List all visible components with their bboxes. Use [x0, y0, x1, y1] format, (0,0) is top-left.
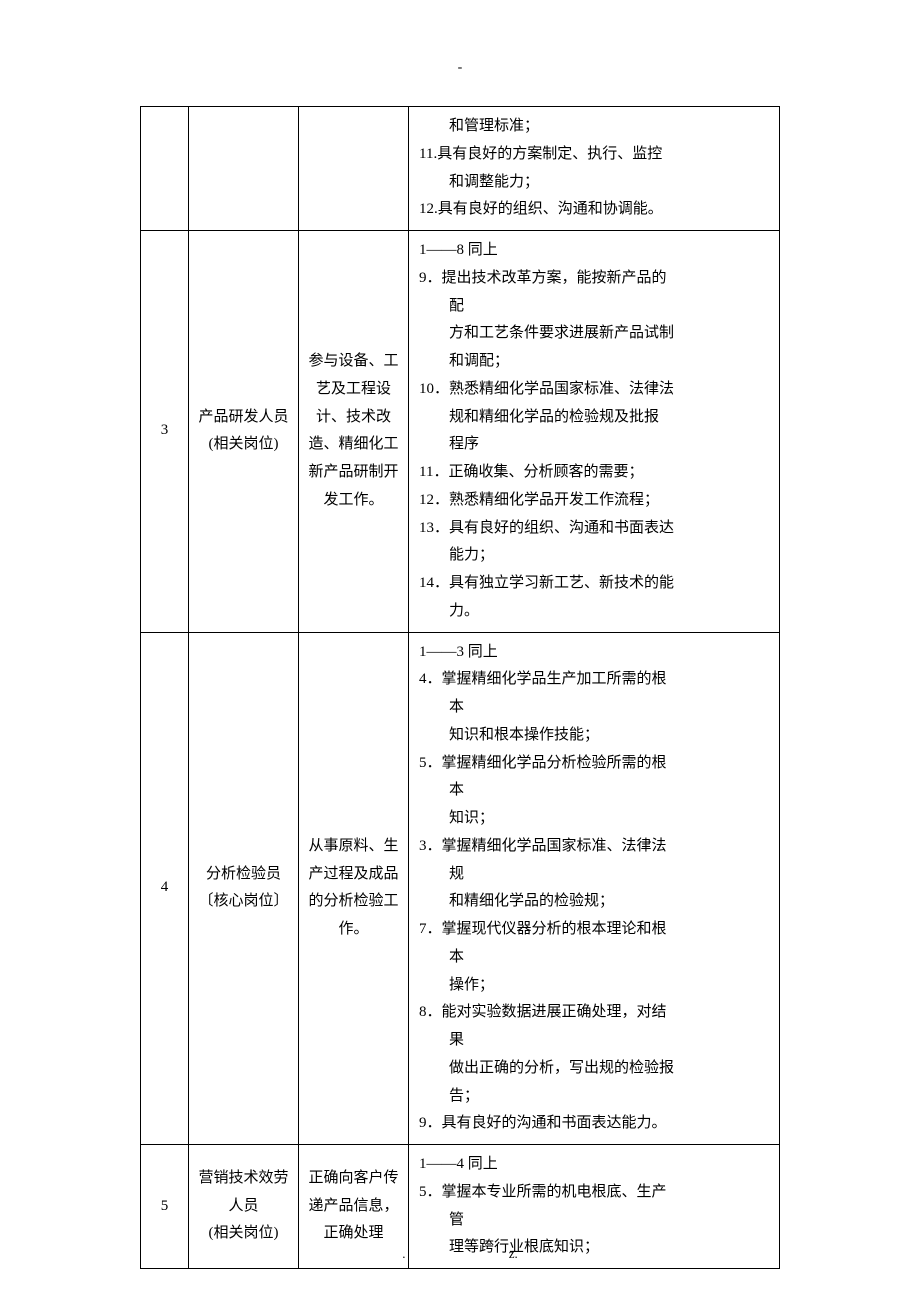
role-cell	[189, 107, 299, 231]
requirements-cell: 1——8 同上9．提出技术改革方案，能按新产品的 配 方和工艺条件要求进展新产品…	[409, 231, 780, 633]
task-cell	[299, 107, 409, 231]
table-row: 3产品研发人员(相关岗位)参与设备、工艺及工程设计、技术改造、精细化工新产品研制…	[141, 231, 780, 633]
role-cell: 产品研发人员(相关岗位)	[189, 231, 299, 633]
header-dash: -	[140, 60, 780, 76]
role-cell: 分析检验员〔核心岗位〕	[189, 632, 299, 1145]
row-number: 4	[141, 632, 189, 1145]
table-row: 4分析检验员〔核心岗位〕从事原料、生产过程及成品的分析检验工作。1——3 同上4…	[141, 632, 780, 1145]
requirements-cell: 1——3 同上4．掌握精细化学品生产加工所需的根 本 知识和根本操作技能；5．掌…	[409, 632, 780, 1145]
task-cell: 参与设备、工艺及工程设计、技术改造、精细化工新产品研制开发工作。	[299, 231, 409, 633]
task-cell: 从事原料、生产过程及成品的分析检验工作。	[299, 632, 409, 1145]
table-row: 和管理标准；11.具有良好的方案制定、执行、监控 和调整能力；12.具有良好的组…	[141, 107, 780, 231]
footer-right: z.	[509, 1246, 518, 1261]
row-number	[141, 107, 189, 231]
row-number: 3	[141, 231, 189, 633]
footer-left: .	[402, 1246, 405, 1261]
job-table: 和管理标准；11.具有良好的方案制定、执行、监控 和调整能力；12.具有良好的组…	[140, 106, 780, 1269]
page-footer: . z.	[0, 1246, 920, 1262]
requirements-cell: 和管理标准；11.具有良好的方案制定、执行、监控 和调整能力；12.具有良好的组…	[409, 107, 780, 231]
